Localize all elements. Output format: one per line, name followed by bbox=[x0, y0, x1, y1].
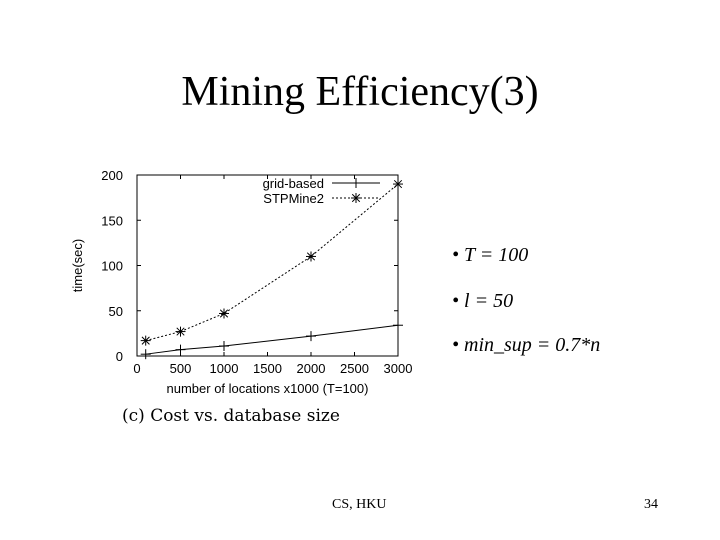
data-point bbox=[306, 252, 316, 261]
bullet-item: • T = 100 bbox=[452, 244, 529, 266]
bullet-text-t: T = 100 bbox=[464, 244, 529, 266]
footer-source: CS, HKU bbox=[332, 497, 387, 512]
data-point bbox=[393, 179, 403, 189]
data-point bbox=[141, 336, 150, 345]
page-number: 34 bbox=[644, 497, 658, 512]
x-axis-label: number of locations x1000 (T=100) bbox=[167, 381, 369, 396]
data-point bbox=[219, 309, 229, 318]
y-tick-label: 100 bbox=[101, 259, 123, 274]
y-tick-label: 50 bbox=[109, 304, 123, 319]
x-tick-label: 500 bbox=[170, 361, 192, 376]
legend-label: STPMine2 bbox=[263, 191, 324, 206]
x-tick-label: 3000 bbox=[384, 361, 413, 376]
legend-marker bbox=[351, 193, 361, 203]
x-tick-label: 0 bbox=[133, 361, 140, 376]
series-line-2 bbox=[145, 183, 399, 342]
slide-title: Mining Efficiency(3) bbox=[181, 69, 539, 115]
x-tick-label: 2000 bbox=[297, 361, 326, 376]
data-point bbox=[176, 327, 185, 336]
y-tick-label: 150 bbox=[101, 213, 123, 228]
legend-label: grid-based bbox=[263, 176, 324, 191]
bullet-item: • l = 50 bbox=[452, 290, 514, 312]
x-tick-label: 1500 bbox=[253, 361, 282, 376]
chart-caption: (c) Cost vs. database size bbox=[122, 406, 340, 426]
bullet-text-minsup: min_sup = 0.7*n bbox=[464, 334, 601, 356]
y-axis-label: time(sec) bbox=[70, 239, 85, 292]
bullet-item: • min_sup = 0.7*n bbox=[452, 334, 601, 356]
y-tick-label: 200 bbox=[101, 168, 123, 183]
x-tick-label: 1000 bbox=[210, 361, 239, 376]
chart: 0 500 1000 1500 2000 2500 3000 0 50 100 150 200 numb… bbox=[70, 168, 413, 426]
bullet-text-l: l = 50 bbox=[464, 290, 514, 312]
x-tick-label: 2500 bbox=[340, 361, 369, 376]
y-tick-label: 0 bbox=[116, 349, 123, 364]
